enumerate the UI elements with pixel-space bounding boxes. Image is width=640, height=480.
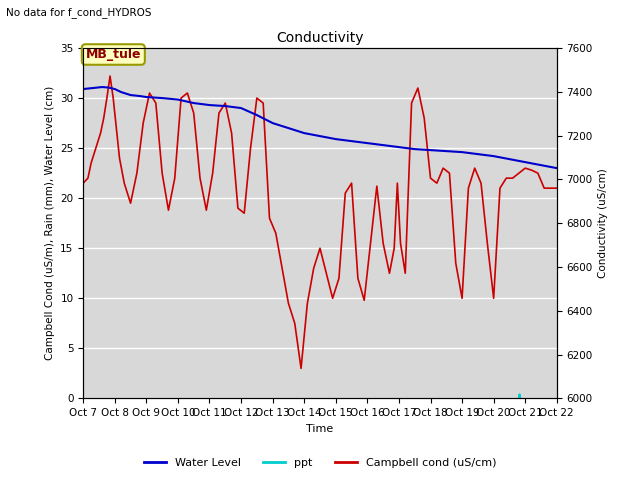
- Y-axis label: Campbell Cond (uS/m), Rain (mm), Water Level (cm): Campbell Cond (uS/m), Rain (mm), Water L…: [45, 86, 54, 360]
- Text: MB_tule: MB_tule: [86, 48, 141, 61]
- Legend: Water Level, ppt, Campbell cond (uS/cm): Water Level, ppt, Campbell cond (uS/cm): [140, 453, 500, 472]
- X-axis label: Time: Time: [307, 424, 333, 433]
- Text: No data for f_cond_HYDROS: No data for f_cond_HYDROS: [6, 7, 152, 18]
- Title: Conductivity: Conductivity: [276, 32, 364, 46]
- Y-axis label: Conductivity (uS/cm): Conductivity (uS/cm): [598, 168, 609, 278]
